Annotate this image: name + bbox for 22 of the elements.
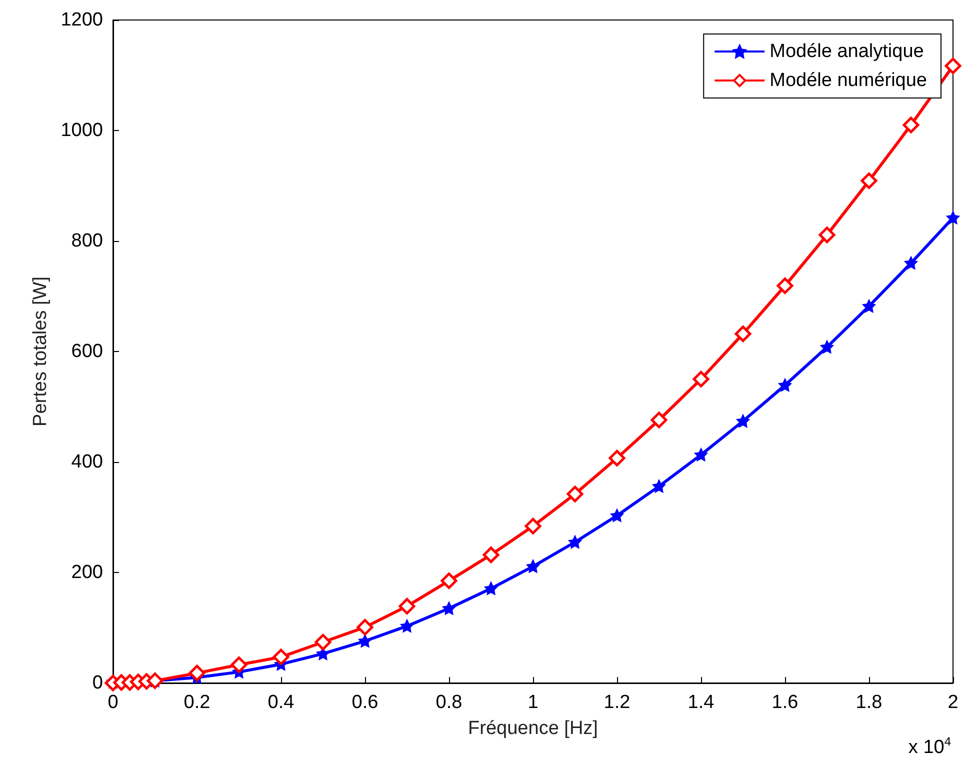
x-tick-label: 0.2: [184, 692, 210, 713]
x-tick-label: 1.8: [856, 692, 882, 713]
y-tick-label: 1000: [60, 120, 103, 141]
x-tick-label: 0.4: [268, 692, 295, 713]
x-tick-label: 1.4: [688, 692, 715, 713]
x-tick-label: 0.6: [352, 692, 378, 713]
y-tick-label: 0: [92, 672, 103, 694]
x-tick-label: 0.8: [436, 692, 462, 713]
y-tick-label: 400: [71, 452, 103, 472]
x-tick-label: 2: [948, 692, 958, 713]
y-tick-label: 200: [71, 562, 103, 583]
y-axis-title: Pertes totales [W]: [30, 276, 51, 426]
x-tick-label: 1.2: [604, 692, 630, 713]
y-tick-label: 800: [71, 230, 103, 252]
x-tick-label: 0: [108, 692, 118, 713]
x-tick-label: 1.6: [772, 692, 798, 713]
legend-label: Modéle analytique: [770, 41, 924, 62]
x-axis-title: Fréquence [Hz]: [468, 718, 598, 739]
y-tick-label: 600: [71, 341, 103, 362]
y-tick-label: 1200: [60, 10, 103, 30]
x-tick-label: 1: [528, 692, 538, 713]
legend-label: Modéle numérique: [770, 70, 928, 91]
